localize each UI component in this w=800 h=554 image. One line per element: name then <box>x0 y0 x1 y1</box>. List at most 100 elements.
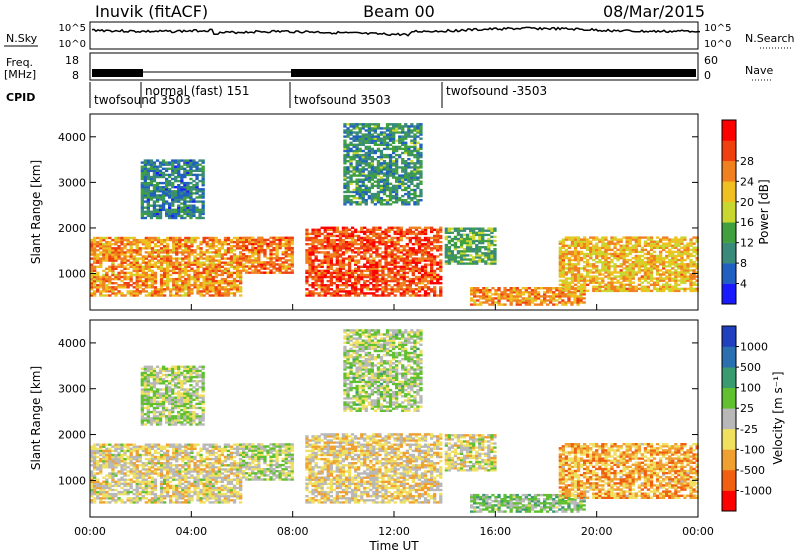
echo-cell <box>117 284 121 287</box>
echo-cell <box>524 299 528 302</box>
echo-cell <box>388 199 393 202</box>
echo-cell <box>144 261 148 264</box>
echo-cell <box>361 174 365 177</box>
echo-cell <box>671 258 675 262</box>
nsky-tick-bottom: 10^0 <box>59 39 86 50</box>
echo-cell <box>407 127 411 130</box>
echo-cell <box>459 243 464 247</box>
echo-cell <box>366 284 370 287</box>
echo-cell <box>232 286 237 289</box>
echo-cell <box>674 285 678 288</box>
echo-cell <box>220 265 224 268</box>
echo-cell <box>172 271 176 275</box>
echo-cell <box>96 288 100 291</box>
echo-cell <box>355 127 359 130</box>
echo-cell <box>166 243 170 246</box>
echo-cell <box>177 175 181 179</box>
echo-cell <box>343 186 347 190</box>
echo-cell <box>601 250 605 254</box>
echo-cell <box>320 259 324 262</box>
echo-cell <box>419 160 423 163</box>
echo-cell <box>604 287 608 291</box>
echo-cell <box>564 250 568 254</box>
echo-cell <box>408 238 412 242</box>
echo-cell <box>355 155 359 159</box>
echo-cell <box>161 186 166 189</box>
echo-cell <box>398 137 402 140</box>
echo-cell <box>462 254 467 257</box>
echo-cell <box>395 180 399 183</box>
echo-cell <box>235 245 240 248</box>
echo-cell <box>211 245 215 248</box>
echo-cell <box>369 261 373 264</box>
echo-cell <box>229 247 234 250</box>
echo-cell <box>178 294 182 297</box>
echo-cell <box>589 254 593 258</box>
echo-cell <box>178 284 182 287</box>
echo-cell <box>193 240 197 244</box>
echo-cell <box>561 291 565 294</box>
echo-cell <box>447 248 451 251</box>
echo-cell <box>335 284 339 287</box>
echo-cell <box>102 282 106 285</box>
echo-cell <box>99 240 103 244</box>
echo-cell <box>470 293 474 296</box>
echo-cell <box>430 257 434 260</box>
echo-cell <box>150 255 155 258</box>
echo-cell <box>174 159 178 162</box>
echo-cell <box>152 194 157 197</box>
echo-cell <box>378 259 382 262</box>
echo-cell <box>117 275 121 279</box>
echo-cell <box>426 292 431 295</box>
echo-cell <box>419 190 423 194</box>
echo-cell <box>287 242 291 246</box>
echo-cell <box>695 289 699 293</box>
echo-cell <box>414 240 419 244</box>
echo-cell <box>509 293 513 296</box>
echo-cell <box>159 261 164 264</box>
echo-cell <box>439 269 443 273</box>
echo-cell <box>117 240 121 244</box>
echo-cell <box>223 288 228 291</box>
echo-cell <box>311 238 315 242</box>
echo-cell <box>407 201 411 204</box>
echo-cell <box>692 277 696 280</box>
echo-cell <box>335 249 339 252</box>
echo-cell <box>235 267 240 270</box>
echo-cell <box>399 259 403 262</box>
echo-cell <box>646 263 651 266</box>
echo-cell <box>369 228 373 231</box>
echo-cell <box>509 299 513 302</box>
echo-cell <box>354 294 358 297</box>
echo-cell <box>369 288 373 291</box>
echo-cell <box>570 269 575 272</box>
echo-cell <box>305 261 309 264</box>
echo-cell <box>196 292 200 295</box>
echo-cell <box>595 261 599 264</box>
echo-cell <box>405 286 409 289</box>
echo-cell <box>414 251 419 254</box>
echo-cell <box>395 164 399 167</box>
echo-cell <box>530 291 535 294</box>
echo-cell <box>376 178 381 181</box>
echo-cell <box>360 236 364 240</box>
echo-cell <box>485 291 489 294</box>
echo-cell <box>363 273 367 277</box>
echo-cell <box>263 263 267 266</box>
echo-cell <box>662 261 666 264</box>
echo-cell <box>344 240 349 244</box>
echo-cell <box>613 238 617 241</box>
echo-cell <box>436 238 440 242</box>
echo-cell <box>379 151 384 155</box>
echo-cell <box>211 265 215 268</box>
echo-cell <box>350 226 355 229</box>
echo-cell <box>401 166 405 169</box>
echo-cell <box>180 194 184 197</box>
echo-cell <box>105 245 109 248</box>
echo-cell <box>407 184 411 188</box>
echo-cell <box>141 240 145 244</box>
echo-cell <box>404 174 408 177</box>
echo-cell <box>347 265 352 268</box>
echo-cell <box>430 240 434 244</box>
echo-cell <box>408 247 412 250</box>
